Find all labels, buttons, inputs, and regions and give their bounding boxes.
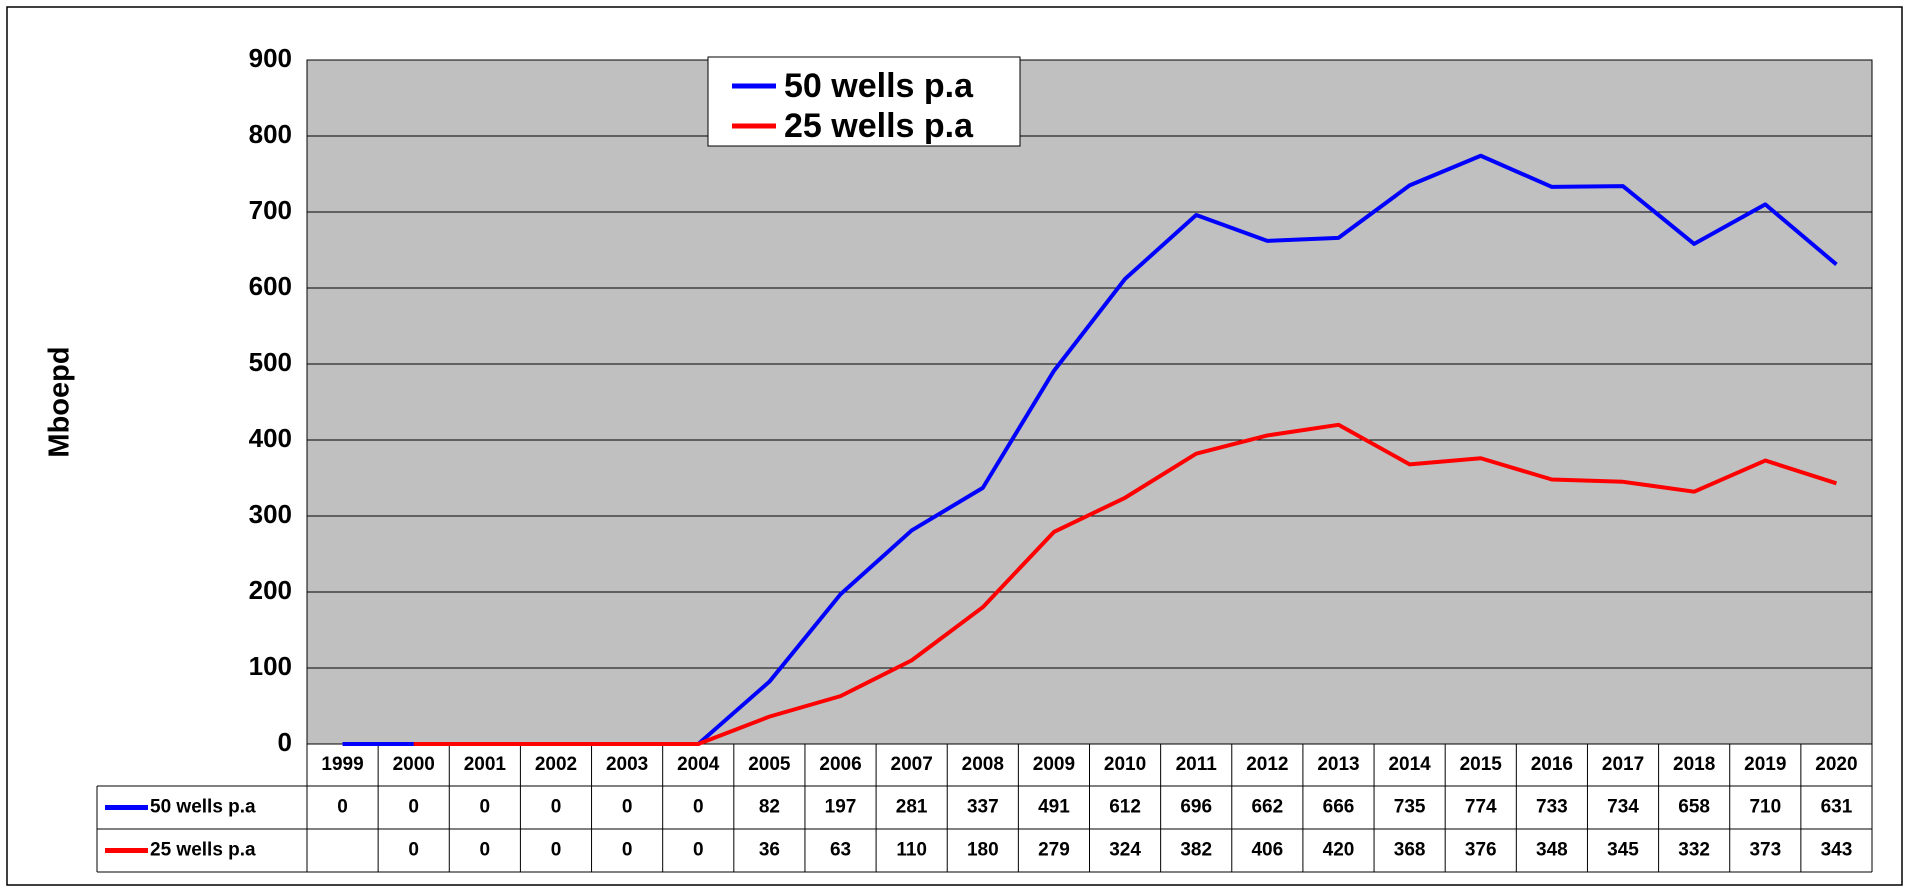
table-value: 324	[1109, 840, 1141, 861]
table-value: 345	[1607, 840, 1639, 861]
table-value: 82	[759, 797, 780, 818]
table-value: 279	[1038, 840, 1070, 861]
y-tick-label: 500	[249, 347, 292, 377]
table-value: 612	[1109, 797, 1141, 818]
table-value: 662	[1251, 797, 1283, 818]
table-value: 368	[1394, 840, 1426, 861]
table-value: 0	[408, 797, 419, 818]
table-value: 180	[967, 840, 999, 861]
x-tick-label: 2005	[748, 754, 791, 775]
table-value: 343	[1821, 840, 1853, 861]
x-tick-label: 1999	[321, 754, 363, 775]
table-value: 631	[1821, 797, 1853, 818]
x-tick-label: 2019	[1744, 754, 1786, 775]
x-tick-label: 2002	[535, 754, 577, 775]
table-value: 491	[1038, 797, 1070, 818]
table-value: 0	[693, 797, 704, 818]
x-tick-label: 2018	[1673, 754, 1715, 775]
x-tick-label: 2004	[677, 754, 720, 775]
y-axis-label: Mboepd	[44, 346, 76, 457]
table-value: 710	[1749, 797, 1781, 818]
table-value: 348	[1536, 840, 1568, 861]
plot-area	[306, 59, 1873, 745]
table-value: 63	[830, 840, 851, 861]
table-value: 36	[759, 840, 780, 861]
table-value: 774	[1465, 797, 1497, 818]
table-value: 197	[825, 797, 857, 818]
table-value: 0	[480, 797, 491, 818]
table-value: 696	[1180, 797, 1212, 818]
legend-label: 25 wells p.a	[784, 107, 974, 145]
table-value: 666	[1323, 797, 1355, 818]
table-value: 0	[622, 797, 633, 818]
table-value: 110	[896, 840, 927, 861]
y-tick-label: 300	[249, 499, 292, 529]
x-tick-label: 2007	[891, 754, 933, 775]
x-tick-label: 2008	[962, 754, 1004, 775]
table-value: 420	[1323, 840, 1355, 861]
x-tick-label: 2016	[1531, 754, 1573, 775]
table-value: 373	[1749, 840, 1781, 861]
y-tick-label: 0	[278, 727, 292, 757]
table-value: 382	[1180, 840, 1212, 861]
table-value: 0	[622, 840, 633, 861]
x-tick-label: 2013	[1317, 754, 1359, 775]
table-value: 0	[551, 840, 562, 861]
y-tick-label: 600	[249, 271, 292, 301]
table-value: 406	[1251, 840, 1283, 861]
x-tick-label: 2001	[464, 754, 507, 775]
x-tick-label: 2003	[606, 754, 648, 775]
x-tick-label: 2000	[393, 754, 435, 775]
x-tick-label: 2014	[1388, 754, 1431, 775]
x-tick-label: 2015	[1460, 754, 1503, 775]
table-value: 337	[967, 797, 999, 818]
x-tick-label: 2020	[1815, 754, 1857, 775]
x-tick-label: 2009	[1033, 754, 1075, 775]
table-value: 0	[693, 840, 704, 861]
x-tick-label: 2006	[819, 754, 861, 775]
table-value: 0	[551, 797, 562, 818]
x-tick-label: 2012	[1246, 754, 1288, 775]
table-value: 332	[1678, 840, 1710, 861]
table-value: 0	[408, 840, 419, 861]
table-series-name: 25 wells p.a	[150, 840, 256, 861]
x-tick-label: 2017	[1602, 754, 1644, 775]
y-tick-label: 900	[249, 43, 292, 73]
table-value: 733	[1536, 797, 1568, 818]
table-value: 734	[1607, 797, 1639, 818]
series-line	[413, 422, 1838, 746]
table-value: 658	[1678, 797, 1710, 818]
table-value: 376	[1465, 840, 1497, 861]
x-tick-label: 2011	[1176, 754, 1218, 775]
table-value: 0	[337, 797, 348, 818]
table-series-name: 50 wells p.a	[150, 797, 256, 818]
legend-box	[707, 56, 1021, 147]
table-value: 0	[480, 840, 491, 861]
y-tick-label: 700	[249, 195, 292, 225]
table-value: 735	[1394, 797, 1426, 818]
table-value: 281	[896, 797, 928, 818]
y-tick-label: 400	[249, 423, 292, 453]
x-tick-label: 2010	[1104, 754, 1146, 775]
y-tick-label: 200	[249, 575, 292, 605]
legend-label: 50 wells p.a	[784, 67, 974, 105]
y-tick-label: 100	[249, 651, 292, 681]
y-tick-label: 800	[249, 119, 292, 149]
